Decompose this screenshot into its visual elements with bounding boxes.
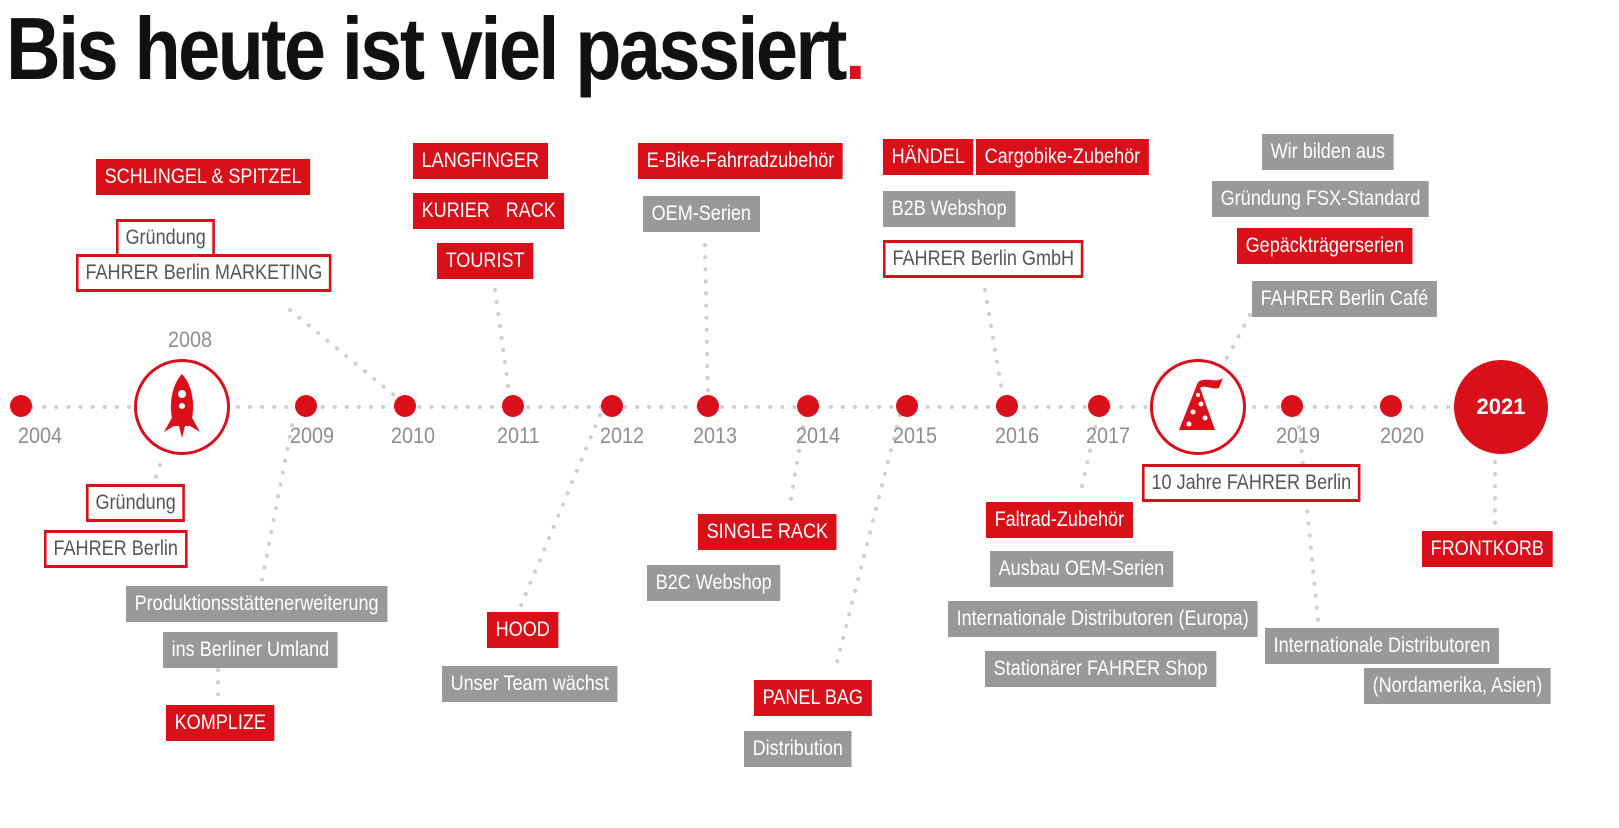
node-2010 (394, 395, 416, 417)
tag-zehn-jahre: 10 Jahre FAHRER Berlin (1142, 464, 1361, 502)
year-2008: 2008 (168, 327, 213, 352)
tag-panel-bag: PANEL BAG (754, 680, 872, 716)
tag-haendel: HÄNDEL (883, 139, 974, 175)
year-2004: 2004 (18, 423, 63, 448)
year-2013: 2013 (693, 423, 738, 448)
node-2020 (1380, 395, 1402, 417)
tag-schlingel: SCHLINGEL & SPITZEL (96, 159, 311, 195)
tag-faltrad: Faltrad-Zubehör (986, 502, 1133, 538)
tag-gruendung-marketing: Gründung (116, 219, 216, 257)
tag-stationaer: Stationärer FAHRER Shop (985, 651, 1217, 687)
tag-fsx: Gründung FSX-Standard (1212, 181, 1429, 217)
tag-frontkorb: FRONTKORB (1422, 531, 1553, 567)
tag-team: Unser Team wächst (442, 666, 618, 702)
tag-produktion-2: ins Berliner Umland (163, 632, 338, 668)
tag-ebike: E-Bike-Fahrradzubehör (638, 143, 843, 179)
node-2017 (1088, 395, 1110, 417)
tag-cafe: FAHRER Berlin Café (1252, 281, 1437, 317)
tag-oem: OEM-Serien (643, 196, 760, 232)
node-2015 (896, 395, 918, 417)
tag-ausbilden: Wir bilden aus (1262, 134, 1394, 170)
milestone-2008-circle (134, 359, 230, 455)
node-2012 (601, 395, 623, 417)
party-hat-icon (1179, 378, 1223, 430)
tag-b2c: B2C Webshop (647, 565, 781, 601)
tag-intl-2: (Nordamerika, Asien) (1364, 668, 1551, 704)
tag-gepaeck: Gepäckträgerserien (1237, 228, 1413, 264)
year-2015: 2015 (893, 423, 938, 448)
node-2016 (996, 395, 1018, 417)
tag-langfinger: LANGFINGER (413, 143, 548, 179)
tag-fahrer-marketing: FAHRER Berlin MARKETING (76, 254, 332, 292)
tag-distribution: Distribution (744, 731, 852, 767)
tag-b2b: B2B Webshop (883, 191, 1016, 227)
milestone-2021: 2021 (1454, 360, 1548, 454)
tag-intl-1: Internationale Distributoren (1265, 628, 1500, 664)
tag-produktion-1: Produktionsstättenerweiterung (126, 586, 388, 622)
tag-komplize: KOMPLIZE (166, 705, 275, 741)
node-2011 (502, 395, 524, 417)
tag-ausbau: Ausbau OEM-Serien (990, 551, 1173, 587)
year-2010: 2010 (391, 423, 436, 448)
year-2009: 2009 (290, 423, 335, 448)
year-2016: 2016 (995, 423, 1040, 448)
node-2019 (1281, 395, 1303, 417)
year-2014: 2014 (796, 423, 841, 448)
year-2012: 2012 (600, 423, 645, 448)
year-2019: 2019 (1276, 423, 1321, 448)
rocket-icon (164, 374, 200, 438)
tag-hood: HOOD (487, 612, 559, 648)
node-2014 (797, 395, 819, 417)
tag-single-rack: SINGLE RACK (698, 514, 837, 550)
year-2020: 2020 (1380, 423, 1425, 448)
milestone-2018-circle (1150, 359, 1246, 455)
node-2004 (10, 395, 32, 417)
tag-gmbh: FAHRER Berlin GmbH (883, 240, 1084, 278)
node-2009 (295, 395, 317, 417)
tag-gruendung-2004: Gründung (86, 484, 186, 522)
node-2013 (697, 395, 719, 417)
tag-intl-europa: Internationale Distributoren (Europa) (948, 601, 1258, 637)
tag-tourist: TOURIST (437, 243, 534, 279)
tag-rack: RACK (497, 193, 565, 229)
tag-fahrer-berlin: FAHRER Berlin (44, 530, 188, 568)
year-2011: 2011 (497, 423, 540, 448)
tag-cargobike: Cargobike-Zubehör (976, 139, 1149, 175)
tag-kurier: KURIER (413, 193, 499, 229)
page-title: Bis heute ist viel passiert. (6, 0, 866, 98)
year-2017: 2017 (1086, 423, 1131, 448)
